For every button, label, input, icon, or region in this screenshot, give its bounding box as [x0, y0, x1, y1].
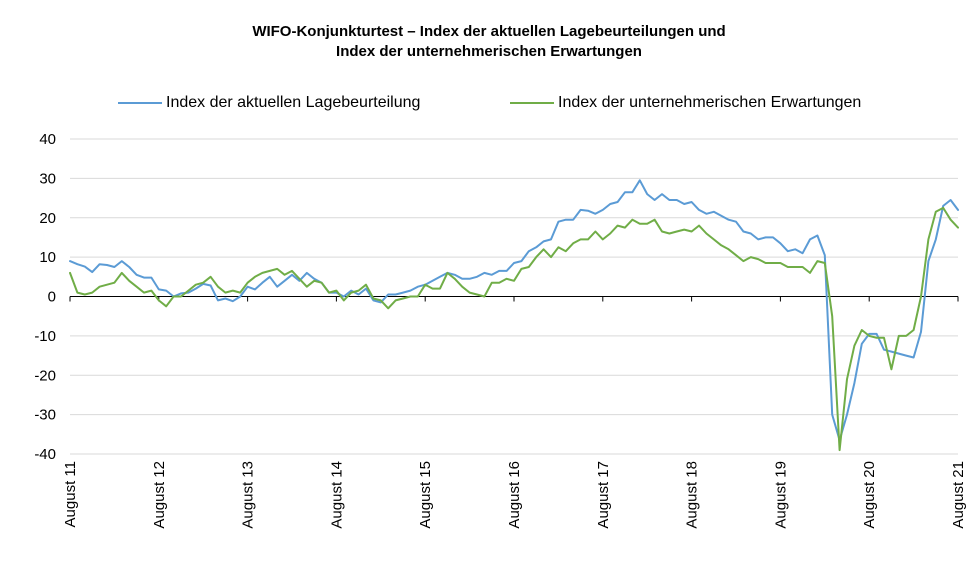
series-line-erwartungen [69, 206, 959, 452]
y-tick-label: 20 [39, 210, 56, 227]
series-line-lagebeurteilung [69, 179, 959, 442]
chart-title-line-2: Index der unternehmerischen Erwartungen [336, 43, 642, 60]
x-tick-label: August 13 [240, 461, 257, 529]
y-tick-label: -30 [34, 407, 56, 424]
legend-label-erwartungen: Index der unternehmerischen Erwartungen [558, 94, 862, 111]
x-tick-label: August 11 [62, 461, 79, 527]
chart-title: WIFO-Konjunkturtest – Index der aktuelle… [0, 22, 978, 62]
legend-item-erwartungen: Index der unternehmerischen Erwartungen [510, 94, 861, 112]
x-tick-label: August 17 [595, 461, 612, 529]
y-tick-label: -40 [34, 446, 56, 463]
y-tick-label: 10 [39, 249, 56, 266]
x-tick-label: August 20 [861, 461, 878, 529]
chart-legend: Index der aktuellen Lagebeurteilung Inde… [0, 94, 978, 116]
x-tick-label: August 15 [417, 461, 434, 529]
legend-swatch-lagebeurteilung [118, 102, 162, 104]
legend-label-lagebeurteilung: Index der aktuellen Lagebeurteilung [166, 94, 421, 111]
legend-swatch-erwartungen [510, 102, 554, 104]
x-tick-label: August 19 [772, 461, 789, 529]
y-tick-label: 40 [39, 131, 56, 148]
x-tick-label: August 14 [328, 461, 345, 529]
y-tick-label: 30 [39, 170, 56, 187]
x-tick-label: August 12 [151, 461, 168, 529]
legend-item-lagebeurteilung: Index der aktuellen Lagebeurteilung [118, 94, 420, 112]
y-tick-label: -10 [34, 328, 56, 345]
x-tick-label: August 16 [506, 461, 523, 529]
y-tick-label: 0 [48, 289, 56, 306]
x-tick-label: August 21 [950, 461, 967, 529]
chart-title-line-1: WIFO-Konjunkturtest – Index der aktuelle… [252, 23, 726, 40]
y-tick-label: -20 [34, 367, 56, 384]
x-tick-label: August 18 [684, 461, 701, 529]
